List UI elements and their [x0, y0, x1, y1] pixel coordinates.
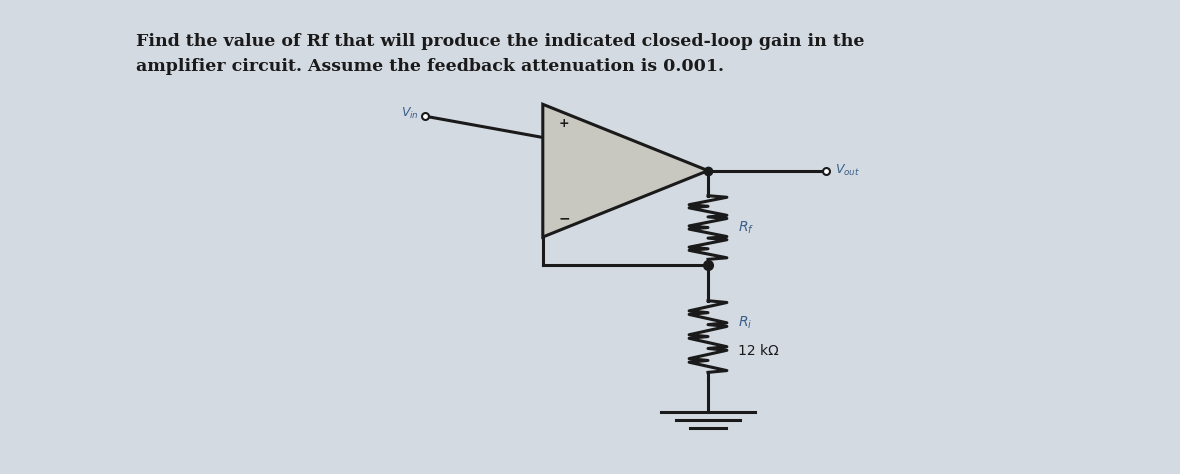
Text: Find the value of Rf that will produce the indicated closed-loop gain in the
amp: Find the value of Rf that will produce t…: [136, 33, 864, 75]
Text: $V_{in}$: $V_{in}$: [401, 106, 419, 121]
Text: $R_f$: $R_f$: [738, 219, 754, 236]
Text: 12 kΩ: 12 kΩ: [738, 344, 779, 358]
Text: +: +: [558, 117, 570, 130]
Text: $V_{out}$: $V_{out}$: [835, 163, 860, 178]
Text: $R_i$: $R_i$: [738, 314, 752, 330]
Polygon shape: [543, 104, 708, 237]
Text: −: −: [558, 211, 570, 225]
